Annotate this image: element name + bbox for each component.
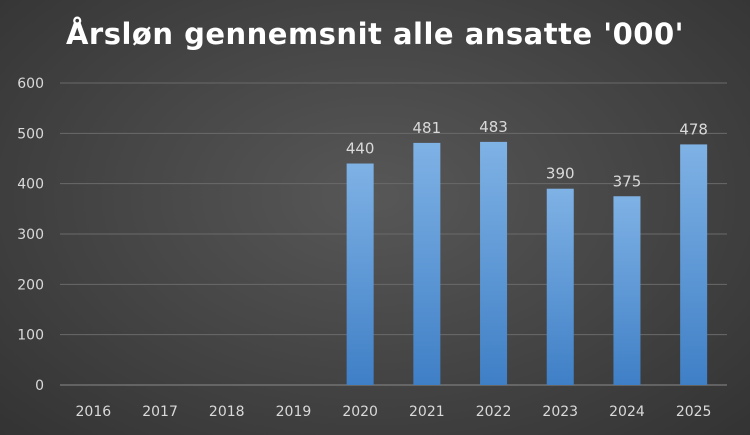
bar	[346, 163, 374, 385]
x-tick-label: 2024	[609, 404, 645, 420]
y-tick-label: 0	[35, 378, 44, 394]
data-label: 440	[346, 140, 375, 158]
bar	[680, 144, 708, 385]
bars	[346, 141, 708, 385]
x-tick-label: 2016	[76, 404, 112, 420]
y-tick-label: 500	[17, 126, 44, 142]
x-tick-label: 2020	[342, 404, 378, 420]
y-tick-label: 600	[17, 76, 44, 92]
chart-title: Årsløn gennemsnit alle ansatte '000'	[65, 17, 685, 51]
data-label: 375	[613, 172, 642, 190]
x-tick-label: 2021	[409, 404, 445, 420]
y-tick-label: 200	[17, 277, 44, 293]
bar	[413, 142, 441, 385]
x-tick-label: 2025	[676, 404, 712, 420]
x-tick-label: 2018	[209, 404, 245, 420]
x-tick-label: 2019	[276, 404, 312, 420]
x-axis: 2016 2017 2018 2019 2020 2021 2022 2023 2024 2025	[76, 404, 712, 420]
gridlines	[60, 82, 727, 386]
bar	[546, 188, 574, 385]
data-label: 390	[546, 165, 575, 183]
data-label: 481	[413, 119, 442, 137]
y-axis: 0 100 200 300 400 500 600	[17, 76, 44, 394]
bar	[480, 141, 508, 385]
bar	[613, 196, 641, 385]
x-tick-label: 2022	[476, 404, 512, 420]
y-tick-label: 300	[17, 227, 44, 243]
data-label: 483	[479, 118, 508, 136]
x-tick-label: 2023	[542, 404, 578, 420]
y-tick-label: 400	[17, 177, 44, 193]
data-label: 478	[679, 120, 708, 138]
y-tick-label: 100	[17, 328, 44, 344]
x-tick-label: 2017	[142, 404, 178, 420]
data-labels: 440 481 483 390 375 478	[346, 118, 708, 190]
